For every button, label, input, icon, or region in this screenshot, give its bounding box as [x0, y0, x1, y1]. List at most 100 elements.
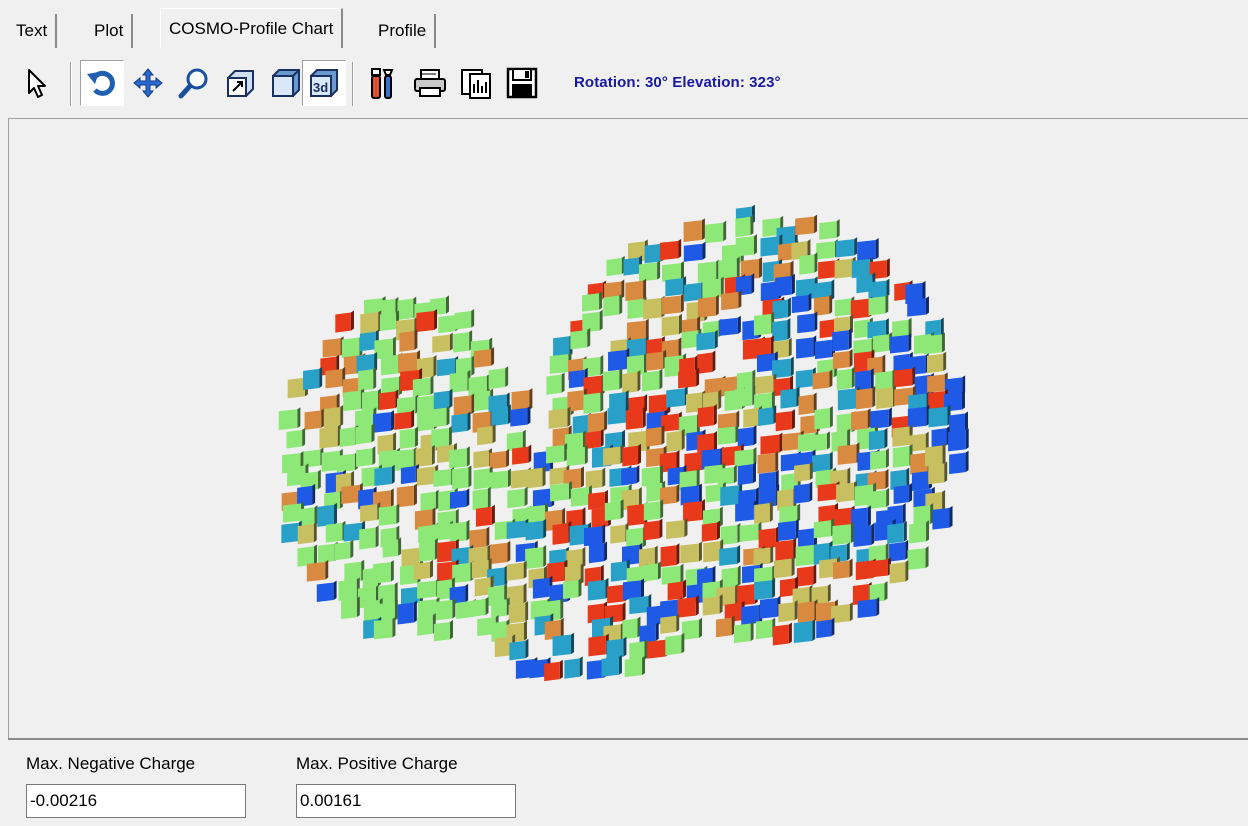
surface-patch — [416, 311, 434, 332]
surface-patch-side — [885, 469, 888, 489]
surface-patch — [894, 485, 909, 504]
surface-patch-side — [854, 237, 857, 255]
surface-patch-side — [372, 423, 375, 442]
move-button[interactable] — [126, 60, 170, 106]
tab-text-label: Text — [16, 21, 47, 40]
surface-patch — [437, 579, 452, 600]
surface-patch — [798, 395, 813, 415]
surface-patch — [317, 505, 334, 527]
surface-patch — [738, 427, 754, 447]
zoom-button[interactable] — [172, 60, 216, 106]
surface-patch — [680, 543, 699, 563]
surface-patch-side — [684, 518, 687, 537]
surface-patch-side — [391, 560, 394, 582]
surface-patch-side — [829, 294, 832, 314]
tab-cosmo-profile-chart-label: COSMO-Profile Chart — [169, 19, 333, 38]
surface-patch-side — [528, 445, 531, 463]
surface-patch — [569, 370, 585, 388]
depth-button[interactable] — [218, 60, 262, 106]
surface-patch — [684, 220, 702, 242]
surface-patch — [754, 580, 772, 600]
surface-patch — [678, 597, 696, 618]
tab-profile[interactable]: Profile — [370, 14, 436, 48]
surface-patch — [360, 504, 377, 522]
surface-patch — [697, 352, 712, 373]
surface-patch — [582, 312, 599, 333]
surface-patch — [512, 447, 528, 465]
surface-patch-side — [831, 618, 834, 637]
surface-patch-side — [753, 447, 756, 465]
surface-patch-side — [882, 354, 885, 373]
surface-patch — [908, 548, 926, 570]
surface-patch-side — [643, 407, 646, 428]
tab-plot[interactable]: Plot — [86, 14, 133, 48]
surface-patch-side — [734, 465, 737, 483]
surface-patch-side — [679, 314, 682, 335]
surface-patch-side — [887, 258, 890, 277]
surface-patch — [364, 600, 380, 622]
surface-patch — [398, 603, 414, 625]
save-button[interactable] — [500, 60, 544, 106]
surface-patch-side — [770, 545, 773, 563]
surface-patch-side — [398, 537, 401, 555]
surface-patch-side — [447, 406, 450, 426]
surface-patch-side — [680, 564, 683, 583]
tab-text[interactable]: Text — [8, 14, 57, 48]
surface-patch — [588, 580, 606, 601]
surface-patch — [434, 622, 450, 641]
charge-surface-plot[interactable] — [9, 119, 1247, 737]
surface-patch-side — [723, 221, 726, 241]
surface-patch — [660, 600, 679, 619]
cosmo-surface-view[interactable] — [8, 118, 1248, 739]
surface-patch-side — [491, 347, 494, 366]
surface-patch — [305, 410, 322, 430]
surface-patch-side — [753, 462, 756, 483]
surface-patch-side — [876, 597, 879, 616]
surface-patch-side — [942, 332, 945, 352]
surface-patch-side — [393, 337, 396, 358]
surface-patch — [811, 433, 827, 451]
surface-patch-side — [965, 412, 968, 431]
surface-patch — [754, 547, 771, 565]
select-button[interactable] — [14, 60, 58, 106]
surface-patch — [324, 407, 340, 428]
surface-patch — [507, 489, 524, 508]
surface-patch-side — [754, 234, 757, 254]
max-negative-charge-label: Max. Negative Charge — [26, 754, 195, 774]
print-button[interactable] — [408, 60, 452, 106]
surface-patch — [399, 331, 414, 352]
surface-patch — [342, 338, 360, 359]
surface-patch — [775, 540, 793, 562]
chart-toolbar: 3d — [8, 56, 1248, 116]
surface-patch — [665, 635, 681, 655]
surface-patch — [869, 296, 886, 315]
surface-patch — [287, 430, 303, 449]
surface-patch-side — [962, 390, 965, 409]
surface-patch — [281, 523, 298, 543]
surface-patch-side — [446, 295, 449, 313]
max-positive-charge-field[interactable] — [296, 784, 516, 818]
surface-patch-side — [699, 541, 702, 561]
surface-patch-side — [681, 261, 684, 280]
surface-patch — [799, 254, 814, 274]
surface-patch-side — [886, 448, 889, 468]
surface-patch-side — [334, 503, 337, 525]
rotate-button[interactable] — [80, 60, 124, 106]
edit-tools-button[interactable] — [360, 60, 404, 106]
surface-patch-side — [492, 505, 495, 525]
surface-patch — [394, 412, 411, 430]
surface-patch-side — [871, 368, 874, 390]
surface-patch — [544, 662, 560, 681]
copy-button[interactable] — [454, 60, 498, 106]
tab-cosmo-profile-chart[interactable]: COSMO-Profile Chart — [160, 8, 343, 48]
3d-toggle-button[interactable]: 3d — [302, 60, 346, 106]
max-negative-charge-field[interactable] — [26, 784, 246, 818]
surface-patch — [794, 621, 812, 643]
surface-patch-side — [696, 595, 699, 616]
surface-patch — [606, 258, 621, 276]
surface-patch-side — [779, 433, 782, 453]
surface-patch — [819, 221, 836, 240]
surface-patch — [611, 561, 627, 582]
surface-patch-side — [508, 469, 511, 488]
surface-patch-side — [601, 429, 604, 447]
